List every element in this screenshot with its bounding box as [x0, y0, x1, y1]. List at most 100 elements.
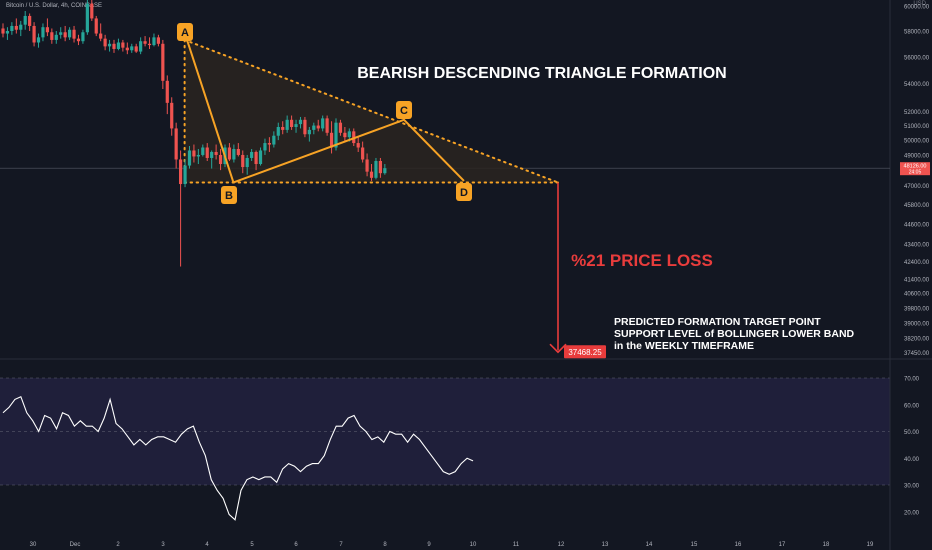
candle	[152, 33, 156, 47]
candle-body	[90, 3, 94, 19]
candle	[263, 138, 267, 155]
candle-body	[285, 119, 289, 130]
candle-body	[245, 157, 249, 168]
price-tick-label: 39000.00	[904, 321, 930, 327]
price-tick-label: 41400.00	[904, 277, 930, 283]
candle-body	[312, 125, 316, 130]
price-tick-label: 56000.00	[904, 55, 930, 61]
candle-body	[347, 131, 351, 138]
time-tick-label: 13	[602, 542, 609, 548]
candle-body	[94, 18, 98, 34]
candle-body	[1, 28, 5, 34]
candle	[241, 150, 245, 174]
candle-body	[32, 25, 36, 43]
candle	[45, 18, 49, 37]
candle-body	[165, 80, 169, 103]
price-tick-label: 42400.00	[904, 260, 930, 266]
time-tick-label: 6	[294, 542, 298, 548]
candle-body	[210, 151, 214, 158]
rsi-panel	[0, 377, 890, 486]
candle-body	[28, 15, 32, 26]
point-label-d-box	[456, 183, 472, 201]
price-tick-label: 54000.00	[904, 82, 930, 88]
candle	[254, 150, 258, 171]
price-tick-label: 52000.00	[904, 110, 930, 116]
target-note-line-1: PREDICTED FORMATION TARGET POINT	[614, 316, 821, 328]
candle-body	[187, 150, 192, 166]
candle	[329, 121, 334, 154]
candle-body	[369, 171, 374, 178]
candle-body	[107, 43, 112, 47]
candle	[316, 119, 320, 132]
current-price-tag	[900, 162, 930, 176]
candle	[1, 23, 5, 38]
annotations: BEARISH DESCENDING TRIANGLE FORMATION %2…	[357, 65, 854, 352]
candle	[187, 146, 192, 169]
candle-body	[298, 119, 303, 125]
candle	[183, 159, 187, 188]
candle-body	[139, 41, 143, 52]
time-tick-label: 17	[779, 542, 786, 548]
candle-body	[192, 150, 196, 157]
candle-body	[352, 131, 356, 144]
candle	[378, 157, 382, 178]
candle-body	[179, 159, 183, 185]
candle-body	[329, 132, 334, 148]
abcd-pattern: A B C D 37468.25	[177, 23, 606, 359]
candle	[374, 157, 378, 180]
price-tick-label: 37450.00	[904, 351, 930, 357]
candle-body	[343, 132, 347, 138]
target-note-line-3: in the WEEKLY TIMEFRAME	[614, 340, 754, 352]
candle	[147, 37, 152, 49]
candle	[227, 143, 232, 161]
candle-body	[10, 25, 14, 31]
candle	[14, 18, 18, 34]
candle-body	[272, 135, 276, 145]
candle	[72, 25, 76, 43]
time-tick-label: 5	[250, 542, 254, 548]
candle-body	[134, 46, 138, 52]
candle-body	[325, 118, 329, 133]
candle	[85, 0, 89, 35]
candle	[121, 39, 125, 52]
candle	[245, 154, 249, 175]
time-tick-label: 12	[558, 542, 565, 548]
point-label-c-box	[396, 101, 412, 119]
abcd-line	[186, 39, 465, 184]
candle-body	[36, 37, 41, 43]
rsi-tick-label: 70.00	[904, 377, 920, 383]
candle	[134, 43, 138, 53]
candle-body	[227, 147, 232, 160]
candle-body	[50, 32, 54, 40]
candle	[303, 116, 307, 138]
candle-body	[316, 125, 320, 129]
candle	[5, 27, 10, 40]
rsi-line	[2, 395, 474, 521]
triangle-edge	[183, 38, 559, 184]
candle	[307, 126, 311, 142]
candle	[90, 0, 94, 21]
price-tick-label: 43400.00	[904, 243, 930, 249]
loss-label: %21 PRICE LOSS	[571, 251, 713, 270]
candle-body	[267, 143, 271, 145]
candle-body	[170, 102, 174, 129]
candle-body	[103, 38, 107, 47]
rsi-series	[2, 395, 474, 521]
candle	[276, 122, 280, 141]
candle-body	[152, 37, 156, 46]
candle-body	[161, 43, 165, 81]
candle-body	[276, 126, 280, 136]
candle	[59, 27, 63, 39]
candle	[343, 126, 347, 142]
candle	[205, 143, 209, 161]
candle	[174, 122, 178, 169]
target-note-line-2: SUPPORT LEVEL of BOLLINGER LOWER BAND	[614, 328, 855, 340]
candle-body	[41, 27, 45, 38]
candle-body	[59, 32, 63, 35]
point-label-b-box	[221, 186, 237, 204]
price-tick-label: 44600.00	[904, 223, 930, 229]
candle	[139, 37, 143, 55]
candle-body	[361, 147, 365, 160]
candle-body	[63, 32, 67, 38]
countdown-label: 24:05	[909, 170, 922, 176]
